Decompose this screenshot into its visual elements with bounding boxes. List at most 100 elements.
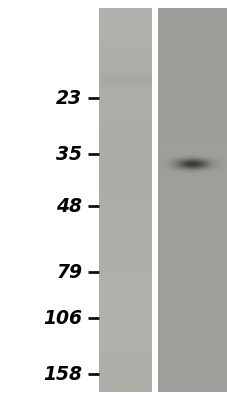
Bar [99, 200, 152, 203]
Bar [158, 382, 227, 386]
Bar [158, 200, 227, 203]
Bar [99, 206, 152, 210]
Bar [158, 350, 227, 354]
Bar [99, 89, 152, 90]
Bar [158, 37, 227, 40]
Bar [99, 254, 152, 258]
Bar [158, 328, 227, 331]
Bar [99, 283, 152, 286]
Bar [158, 18, 227, 21]
Bar [99, 62, 152, 66]
Bar [158, 309, 227, 312]
Bar [158, 181, 227, 184]
Bar [99, 158, 152, 162]
Text: 158: 158 [43, 364, 82, 384]
Bar [158, 219, 227, 222]
Bar [158, 184, 227, 187]
Bar [99, 190, 152, 194]
Bar [99, 66, 152, 67]
Bar [158, 187, 227, 190]
Bar [158, 325, 227, 328]
Bar [99, 90, 152, 91]
Bar [158, 14, 227, 18]
Bar [158, 251, 227, 254]
Bar [99, 296, 152, 299]
Bar [158, 258, 227, 261]
Bar [158, 146, 227, 149]
Bar [99, 382, 152, 386]
Bar [158, 216, 227, 219]
Bar [99, 334, 152, 338]
Bar [99, 360, 152, 363]
Bar [158, 197, 227, 200]
Bar [99, 104, 152, 107]
Bar [99, 162, 152, 165]
Bar [158, 130, 227, 133]
Bar [158, 165, 227, 168]
Bar [99, 84, 152, 85]
Bar [158, 296, 227, 299]
Bar [158, 283, 227, 286]
Bar [99, 328, 152, 331]
Bar [99, 37, 152, 40]
Bar [158, 261, 227, 264]
Bar [158, 293, 227, 296]
Bar [158, 274, 227, 277]
Bar [99, 88, 152, 89]
Bar [99, 30, 152, 34]
Bar [99, 46, 152, 50]
Bar [158, 107, 227, 110]
Bar [158, 229, 227, 232]
Bar [152, 8, 158, 392]
Bar [158, 24, 227, 27]
Bar [158, 264, 227, 267]
Bar [158, 27, 227, 30]
Bar [99, 357, 152, 360]
Bar [158, 213, 227, 216]
Bar [158, 155, 227, 158]
Bar [158, 53, 227, 56]
Bar [99, 53, 152, 56]
Bar [158, 85, 227, 88]
Bar [99, 318, 152, 322]
Bar [158, 62, 227, 66]
Bar [99, 91, 152, 92]
Bar [158, 59, 227, 62]
Bar [99, 94, 152, 95]
Bar [99, 67, 152, 68]
Bar [99, 80, 152, 81]
Bar [99, 379, 152, 382]
Bar [99, 149, 152, 152]
Bar [158, 389, 227, 392]
Bar [99, 277, 152, 280]
Bar [99, 64, 152, 65]
Bar [99, 69, 152, 70]
Bar [99, 219, 152, 222]
Text: 106: 106 [43, 308, 82, 328]
Text: 23: 23 [56, 88, 82, 108]
Bar [158, 338, 227, 341]
Bar [99, 110, 152, 114]
Bar [99, 18, 152, 21]
Bar [99, 120, 152, 123]
Bar [99, 267, 152, 270]
Bar [99, 77, 152, 78]
Bar [99, 139, 152, 142]
Bar [158, 171, 227, 174]
Bar [99, 56, 152, 59]
Bar [99, 11, 152, 14]
Bar [99, 117, 152, 120]
Bar [158, 357, 227, 360]
Bar [158, 277, 227, 280]
Bar [158, 98, 227, 101]
Bar [158, 8, 227, 11]
Bar [99, 258, 152, 261]
Bar [158, 88, 227, 91]
Bar [99, 341, 152, 344]
Bar [99, 126, 152, 130]
Text: 48: 48 [56, 196, 82, 216]
Bar [158, 379, 227, 382]
Bar [99, 366, 152, 370]
Bar [99, 187, 152, 190]
Bar [158, 242, 227, 245]
